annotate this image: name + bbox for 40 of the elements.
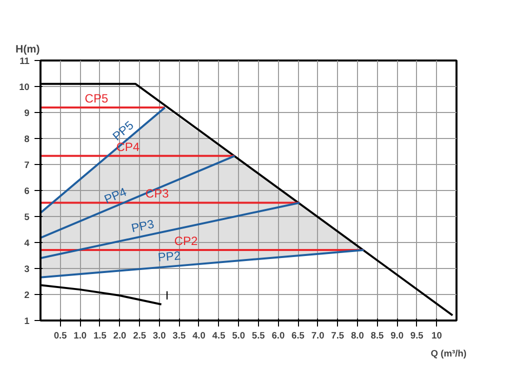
- y-tick-label: 5: [24, 212, 30, 222]
- series-label: I: [165, 288, 169, 302]
- series-label: CP3: [145, 186, 170, 201]
- x-tick-label: 7.0: [311, 330, 324, 340]
- x-tick-label: 0.5: [54, 330, 67, 340]
- text: PP4: [102, 184, 129, 206]
- x-tick-label: 2.5: [133, 330, 146, 340]
- x-tick-label: 4.5: [212, 330, 226, 340]
- x-tick-label: 2.0: [113, 330, 126, 340]
- text: PP3: [130, 216, 156, 236]
- y-tick-label: 3: [24, 264, 30, 274]
- x-tick-label: 6.0: [272, 330, 285, 340]
- series-label: CP5: [84, 92, 108, 106]
- x-tick-label: 8.5: [370, 330, 384, 340]
- y-tick-label: 4: [24, 238, 30, 248]
- x-axis-title: Q (m³/h): [430, 348, 467, 358]
- series-label: CP2: [174, 234, 198, 248]
- x-tick-label: 5.0: [232, 330, 246, 340]
- x-tick-label: 7.5: [331, 330, 344, 340]
- x-tick-label: 1.5: [93, 330, 106, 340]
- y-tick-label: 2: [24, 290, 30, 300]
- x-tick-label: 1.0: [74, 330, 87, 340]
- x-tick-label: 9.0: [390, 330, 404, 340]
- y-tick-label: 7: [24, 160, 30, 170]
- y-tick-label: 6: [24, 186, 30, 196]
- x-tick-label: 3.0: [152, 330, 166, 340]
- x-tick-label: 4.0: [192, 330, 206, 340]
- y-tick-label: 11: [20, 56, 30, 66]
- y-tick-label: 9: [24, 108, 30, 118]
- x-tick-label: 10: [432, 330, 442, 340]
- x-tick-label: 8.0: [350, 330, 364, 340]
- y-axis-title: H(m): [16, 44, 40, 56]
- y-tick-label: 1: [24, 316, 30, 326]
- y-tick-label: 8: [24, 134, 30, 144]
- y-tick-label: 10: [19, 82, 30, 92]
- x-tick-label: 9.5: [410, 330, 424, 340]
- series-label: PP2: [157, 248, 182, 264]
- x-tick-label: 6.5: [292, 330, 305, 340]
- x-tick-label: 5.5: [252, 330, 265, 340]
- x-tick-label: 3.5: [172, 330, 186, 340]
